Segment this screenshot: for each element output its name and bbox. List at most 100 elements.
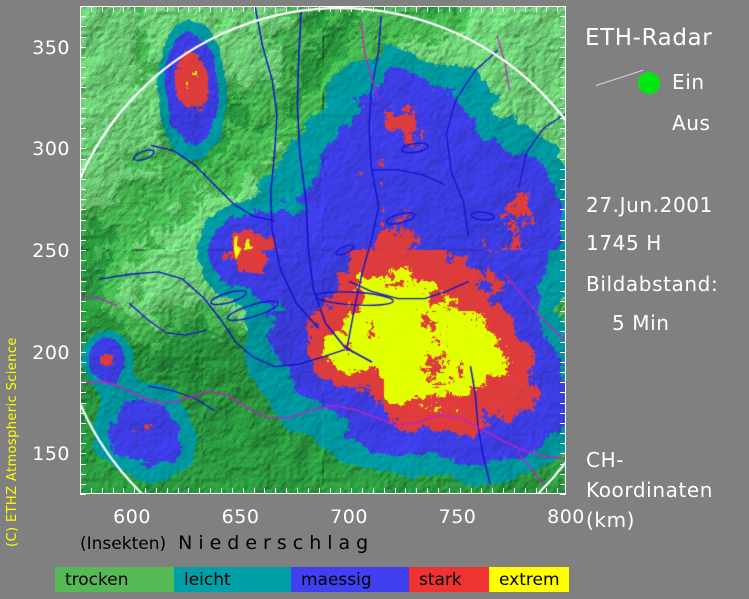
- axis-tick: [80, 16, 86, 17]
- radar-map[interactable]: [80, 6, 566, 494]
- axis-tick: [373, 6, 374, 12]
- axis-tick: [557, 488, 558, 494]
- radar-map-canvas[interactable]: [81, 7, 565, 493]
- axis-tick: [395, 488, 396, 494]
- axis-tick: [560, 118, 566, 119]
- axis-tick: [210, 488, 211, 494]
- axis-tick: [232, 488, 233, 494]
- caption-niederschlag: Niederschlag: [178, 532, 375, 554]
- axis-tick: [80, 26, 86, 27]
- axis-tick: [80, 423, 86, 424]
- axis-tick: [405, 6, 406, 12]
- axis-tick: [560, 311, 566, 312]
- x-axis-label-800: 800: [547, 506, 585, 528]
- axis-tick: [536, 488, 537, 494]
- axis-tick: [80, 148, 86, 149]
- axis-tick: [427, 6, 428, 12]
- y-axis-label-250: 250: [32, 240, 70, 263]
- axis-tick: [80, 311, 86, 312]
- axis-tick: [264, 488, 265, 494]
- axis-tick: [80, 352, 86, 353]
- axis-tick: [264, 6, 265, 12]
- legend-item-label: extrem: [499, 569, 560, 590]
- axis-tick: [167, 488, 168, 494]
- legend-item-stark: stark: [409, 567, 489, 592]
- axis-tick: [167, 6, 168, 12]
- axis-tick: [123, 6, 124, 12]
- axis-tick: [416, 6, 417, 12]
- axis-tick: [188, 6, 189, 12]
- axis-tick: [113, 6, 114, 12]
- map-caption: (Insekten) Niederschlag: [80, 532, 566, 554]
- axis-tick: [243, 488, 244, 494]
- interval-value: 5 Min: [612, 311, 670, 335]
- axis-tick: [286, 488, 287, 494]
- axis-tick: [560, 138, 566, 139]
- axis-tick: [91, 6, 92, 12]
- axis-tick: [560, 26, 566, 27]
- axis-tick: [525, 6, 526, 12]
- axis-tick: [80, 220, 86, 221]
- axis-tick: [560, 260, 566, 261]
- axis-tick: [560, 189, 566, 190]
- axis-tick: [275, 488, 276, 494]
- observation-time: 1745 H: [586, 231, 662, 255]
- status-leader-line: [595, 69, 644, 86]
- axis-tick: [560, 321, 566, 322]
- caption-insekten: (Insekten): [80, 534, 167, 554]
- axis-tick: [427, 488, 428, 494]
- axis-tick: [80, 331, 86, 332]
- axis-tick: [210, 6, 211, 12]
- axis-tick: [297, 488, 298, 494]
- axis-tick: [80, 6, 86, 7]
- legend-item-label: maessig: [301, 569, 372, 590]
- axis-tick: [134, 6, 135, 12]
- x-axis-label-650: 650: [221, 506, 260, 528]
- status-on-indicator-icon: [638, 72, 660, 94]
- legend-item-trocken: trocken: [55, 567, 174, 592]
- axis-tick: [560, 362, 566, 363]
- axis-tick: [560, 484, 566, 485]
- axis-tick: [560, 281, 566, 282]
- axis-tick: [362, 6, 363, 12]
- axis-tick: [460, 488, 461, 494]
- observation-date: 27.Jun.2001: [586, 193, 713, 217]
- axis-tick: [243, 6, 244, 12]
- axis-tick: [156, 6, 157, 12]
- axis-tick: [80, 47, 86, 48]
- intensity-legend: trocken leicht maessig stark extrem: [55, 567, 569, 592]
- axis-tick: [221, 6, 222, 12]
- axis-tick: [80, 199, 86, 200]
- axis-tick: [351, 488, 352, 494]
- axis-tick: [319, 488, 320, 494]
- axis-tick: [80, 179, 86, 180]
- axis-tick: [560, 494, 566, 495]
- axis-tick: [560, 67, 566, 68]
- y-axis-label-150: 150: [32, 443, 70, 466]
- axis-tick: [560, 301, 566, 302]
- axis-tick: [560, 250, 566, 251]
- axis-tick: [134, 488, 135, 494]
- legend-item-maessig: maessig: [291, 567, 409, 592]
- axis-tick: [560, 47, 566, 48]
- y-axis-label-350: 350: [32, 36, 70, 59]
- axis-tick: [80, 108, 86, 109]
- axis-tick: [560, 169, 566, 170]
- coordinate-system-line3: (km): [586, 508, 636, 532]
- axis-tick: [80, 209, 86, 210]
- axis-tick: [145, 488, 146, 494]
- axis-tick: [560, 403, 566, 404]
- axis-tick: [560, 443, 566, 444]
- legend-item-label: leicht: [184, 569, 231, 590]
- axis-tick: [80, 240, 86, 241]
- coordinate-system-line2: Koordinaten: [586, 478, 714, 502]
- axis-tick: [123, 488, 124, 494]
- axis-tick: [199, 488, 200, 494]
- axis-tick: [492, 488, 493, 494]
- axis-tick: [560, 98, 566, 99]
- x-axis-label-600: 600: [113, 506, 151, 528]
- legend-item-label: stark: [419, 569, 462, 590]
- axis-tick: [80, 37, 86, 38]
- legend-item-label: trocken: [65, 569, 129, 590]
- axis-tick: [80, 270, 86, 271]
